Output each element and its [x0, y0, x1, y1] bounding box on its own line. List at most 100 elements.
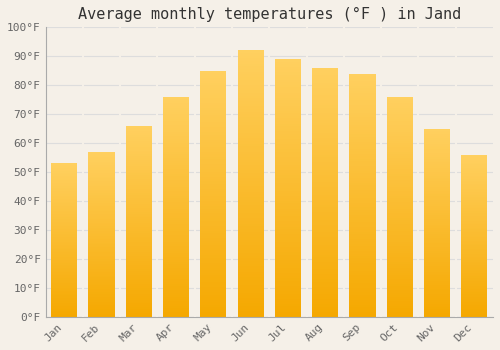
Bar	[200, 218, 226, 221]
Bar	[350, 156, 376, 159]
Bar	[387, 154, 413, 156]
Bar	[387, 108, 413, 110]
Bar	[424, 193, 450, 195]
Bar	[275, 134, 301, 136]
Bar	[88, 303, 115, 305]
Bar	[238, 277, 264, 280]
Bar	[238, 197, 264, 199]
Bar	[126, 296, 152, 298]
Bar	[275, 100, 301, 103]
Bar	[350, 176, 376, 178]
Bar	[51, 196, 78, 197]
Bar	[200, 295, 226, 297]
Bar	[51, 251, 78, 252]
Bar	[126, 179, 152, 181]
Bar	[163, 251, 189, 253]
Bar	[238, 202, 264, 205]
Bar	[387, 147, 413, 149]
Bar	[238, 165, 264, 168]
Bar	[462, 286, 487, 288]
Bar	[350, 86, 376, 88]
Bar	[88, 198, 115, 200]
Bar	[238, 282, 264, 285]
Bar	[238, 237, 264, 239]
Bar	[200, 211, 226, 213]
Bar	[387, 240, 413, 242]
Bar	[312, 210, 338, 212]
Bar	[88, 218, 115, 219]
Bar	[126, 162, 152, 164]
Bar	[312, 285, 338, 287]
Bar	[163, 244, 189, 246]
Bar	[462, 276, 487, 278]
Bar	[275, 142, 301, 144]
Bar	[51, 197, 78, 199]
Bar	[462, 281, 487, 283]
Bar	[51, 182, 78, 183]
Bar	[462, 245, 487, 247]
Bar	[350, 244, 376, 246]
Bar	[126, 254, 152, 256]
Bar	[350, 215, 376, 217]
Bar	[238, 50, 264, 53]
Bar	[200, 228, 226, 231]
Bar	[350, 93, 376, 96]
Bar	[51, 225, 78, 226]
Bar	[200, 105, 226, 108]
Bar	[275, 64, 301, 67]
Bar	[163, 284, 189, 286]
Bar	[275, 126, 301, 129]
Bar	[88, 231, 115, 233]
Bar	[387, 207, 413, 209]
Bar	[88, 226, 115, 228]
Bar	[126, 307, 152, 309]
Bar	[51, 237, 78, 239]
Bar	[424, 131, 450, 132]
Bar	[200, 258, 226, 260]
Bar	[350, 232, 376, 234]
Bar	[163, 220, 189, 222]
Bar	[350, 134, 376, 137]
Bar	[275, 152, 301, 154]
Bar	[126, 240, 152, 242]
Bar	[163, 119, 189, 121]
Bar	[238, 72, 264, 75]
Bar	[163, 216, 189, 218]
Bar	[126, 246, 152, 248]
Bar	[51, 249, 78, 251]
Bar	[200, 100, 226, 103]
Bar	[350, 171, 376, 173]
Bar	[350, 181, 376, 183]
Bar	[51, 289, 78, 291]
Bar	[462, 221, 487, 223]
Bar	[387, 99, 413, 101]
Bar	[387, 103, 413, 106]
Bar	[238, 80, 264, 82]
Bar	[88, 266, 115, 267]
Bar	[88, 162, 115, 163]
Bar	[200, 297, 226, 300]
Bar	[424, 298, 450, 300]
Bar	[163, 117, 189, 119]
Bar	[238, 216, 264, 218]
Bar	[424, 159, 450, 161]
Bar	[126, 150, 152, 153]
Bar	[51, 229, 78, 231]
Bar	[387, 202, 413, 205]
Bar	[51, 312, 78, 314]
Bar	[387, 306, 413, 308]
Bar	[462, 228, 487, 229]
Bar	[51, 311, 78, 312]
Bar	[350, 127, 376, 130]
Bar	[88, 284, 115, 286]
Bar	[88, 254, 115, 256]
Bar	[163, 130, 189, 132]
Bar	[51, 281, 78, 283]
Bar	[238, 199, 264, 202]
Bar	[312, 250, 338, 252]
Bar	[462, 195, 487, 197]
Bar	[350, 266, 376, 268]
Bar	[200, 176, 226, 179]
Bar	[275, 95, 301, 98]
Bar	[424, 266, 450, 268]
